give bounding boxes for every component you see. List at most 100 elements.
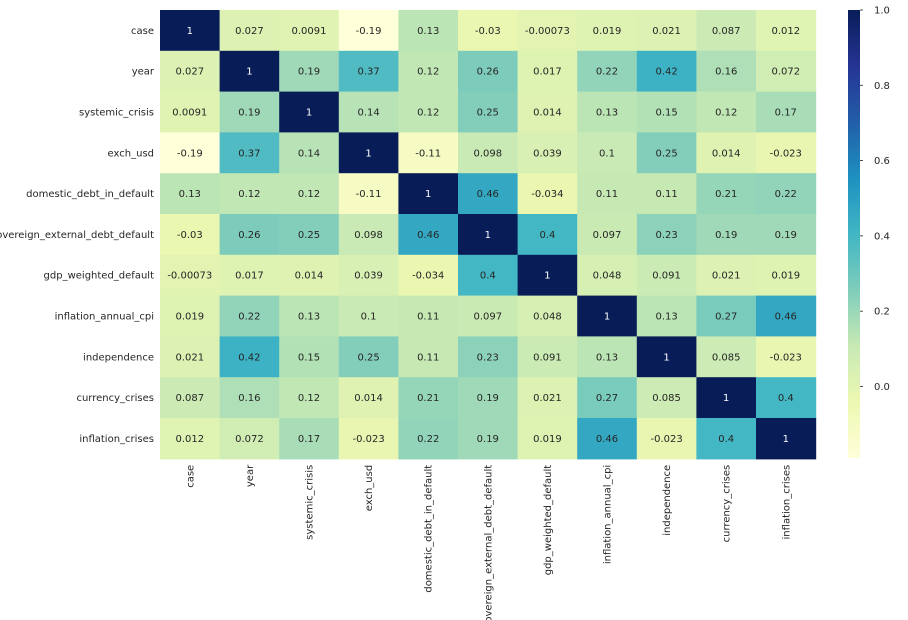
heatmap-cell-exch_usd-systemic_crisis xyxy=(279,132,340,174)
cell-value-label: -0.00073 xyxy=(167,271,212,282)
heatmap-cell-inflation_annual_cpi-case xyxy=(160,295,221,337)
cell-value-label: 0.091 xyxy=(533,352,562,363)
heatmap-cell-inflation_annual_cpi-independence xyxy=(636,295,697,337)
cell-value-label: 0.021 xyxy=(652,26,681,37)
cell-value-label: 0.12 xyxy=(298,189,320,200)
cell-value-label: 0.11 xyxy=(596,189,618,200)
cell-value-label: 0.4 xyxy=(718,434,734,445)
cell-value-label: 0.23 xyxy=(655,230,677,241)
heatmap-cell-gdp_weighted_default-gdp_weighted_default xyxy=(517,254,578,297)
cell-value-label: 0.017 xyxy=(533,67,562,78)
heatmap-cell-inflation_annual_cpi-currency_crises xyxy=(696,295,757,337)
heatmap-cell-gdp_weighted_default-currency_crises xyxy=(696,254,757,297)
heatmap-cell-independence-inflation_annual_cpi xyxy=(577,336,638,378)
heatmap-cell-exch_usd-currency_crises xyxy=(696,132,757,174)
cell-value-label: 0.048 xyxy=(593,271,622,282)
cell-value-label: 0.072 xyxy=(771,67,800,78)
cell-value-label: 0.13 xyxy=(655,312,677,323)
heatmap-cell-currency_crises-case xyxy=(160,377,221,419)
x-tick-independence: independence xyxy=(662,465,673,536)
heatmap-cell-case-inflation_crises xyxy=(756,10,817,52)
cell-value-label: 0.22 xyxy=(417,434,439,445)
cell-value-label: 0.19 xyxy=(477,434,499,445)
heatmap-cell-domestic_debt_in_default-sovereign_external_debt_default xyxy=(458,173,519,215)
cell-value-label: 0.37 xyxy=(357,67,379,78)
cell-value-label: 0.021 xyxy=(533,393,562,404)
heatmap-cell-inflation_annual_cpi-sovereign_external_debt_default xyxy=(458,295,519,337)
heatmap-cell-gdp_weighted_default-independence xyxy=(636,254,697,297)
x-tick-currency_crises: currency_crises xyxy=(722,465,733,543)
cell-value-label: 0.012 xyxy=(175,434,204,445)
y-tick-labels: case year systemic_crisis exch_usd domestic_… xyxy=(0,26,155,445)
heatmap-cell-systemic_crisis-exch_usd xyxy=(338,91,399,133)
cell-value-label: 0.014 xyxy=(712,148,741,159)
colorbar: 0.0 0.2 0.4 0.6 0.8 1.0 xyxy=(848,6,890,458)
cell-value-label: 0.11 xyxy=(417,352,439,363)
heatmap-cell-systemic_crisis-sovereign_external_debt_default xyxy=(458,91,519,133)
heatmap-cell-domestic_debt_in_default-inflation_annual_cpi xyxy=(577,173,638,215)
cell-value-label: -0.023 xyxy=(770,352,802,363)
heatmap-cell-year-systemic_crisis xyxy=(279,50,340,93)
heatmap-cell-exch_usd-inflation_crises xyxy=(756,132,817,174)
cell-value-label: 0.12 xyxy=(715,108,737,119)
heatmap-cell-year-exch_usd xyxy=(338,50,399,93)
cell-value-label: 0.19 xyxy=(715,230,737,241)
cell-value-label: 0.26 xyxy=(477,67,499,78)
heatmap-cell-inflation_crises-independence xyxy=(636,418,697,460)
cell-value-label: 0.12 xyxy=(417,108,439,119)
cell-value-label: -0.023 xyxy=(770,148,802,159)
y-tick-inflation_annual_cpi: inflation_annual_cpi xyxy=(55,312,154,323)
cell-value-label: 0.26 xyxy=(238,230,260,241)
heatmap-cell-independence-systemic_crisis xyxy=(279,336,340,378)
x-tick-sovereign_external_debt_default: sovereign_external_debt_default xyxy=(483,465,494,620)
cell-value-label: 0.11 xyxy=(655,189,677,200)
heatmap-cell-inflation_crises-inflation_crises xyxy=(756,418,817,460)
cell-value-label: 0.25 xyxy=(298,230,320,241)
heatmap-cell-sovereign_external_debt_default-year xyxy=(219,214,280,256)
cell-value-label: 0.097 xyxy=(593,230,622,241)
y-tick-gdp_weighted_default: gdp_weighted_default xyxy=(44,271,155,282)
cell-value-label: 1 xyxy=(544,271,550,282)
heatmap-cell-exch_usd-sovereign_external_debt_default xyxy=(458,132,519,174)
x-tick-year: year xyxy=(245,464,256,487)
heatmap-cell-independence-case xyxy=(160,336,221,378)
heatmap-cell-sovereign_external_debt_default-currency_crises xyxy=(696,214,757,256)
heatmap-cell-year-gdp_weighted_default xyxy=(517,50,578,93)
cell-value-label: 0.12 xyxy=(298,393,320,404)
cell-value-label: -0.00073 xyxy=(525,26,570,37)
cell-value-label: 0.1 xyxy=(599,148,615,159)
cell-value-label: -0.03 xyxy=(475,26,501,37)
cell-value-label: 0.027 xyxy=(235,26,264,37)
cell-value-label: 0.021 xyxy=(712,271,741,282)
heatmap-cell-domestic_debt_in_default-year xyxy=(219,173,280,215)
heatmap-cell-gdp_weighted_default-inflation_annual_cpi xyxy=(577,254,638,297)
cell-value-label: 0.087 xyxy=(712,26,741,37)
cell-value-label: 0.098 xyxy=(354,230,383,241)
cell-value-label: 0.13 xyxy=(596,352,618,363)
heatmap-cell-sovereign_external_debt_default-independence xyxy=(636,214,697,256)
cell-value-label: 0.027 xyxy=(175,67,204,78)
heatmap-cell-gdp_weighted_default-sovereign_external_debt_default xyxy=(458,254,519,297)
cell-value-label: 0.19 xyxy=(238,108,260,119)
heatmap-cell-sovereign_external_debt_default-inflation_crises xyxy=(756,214,817,256)
heatmap-cell-independence-domestic_debt_in_default xyxy=(398,336,459,378)
heatmap-cell-inflation_annual_cpi-domestic_debt_in_default xyxy=(398,295,459,337)
heatmap-cell-inflation_crises-currency_crises xyxy=(696,418,757,460)
cell-value-label: 1 xyxy=(246,67,252,78)
heatmap-cell-currency_crises-currency_crises xyxy=(696,377,757,419)
cell-value-label: 0.46 xyxy=(596,434,618,445)
heatmap-cell-exch_usd-year xyxy=(219,132,280,174)
y-tick-currency_crises: currency_crises xyxy=(76,393,154,404)
y-tick-systemic_crisis: systemic_crisis xyxy=(79,108,154,119)
heatmap-cell-independence-inflation_crises xyxy=(756,336,817,378)
cell-value-label: 0.25 xyxy=(477,108,499,119)
heatmap-cell-currency_crises-independence xyxy=(636,377,697,419)
heatmap-cell-gdp_weighted_default-systemic_crisis xyxy=(279,254,340,297)
cell-value-label: 0.014 xyxy=(354,393,383,404)
cell-value-label: 0.25 xyxy=(655,148,677,159)
cell-value-label: 0.37 xyxy=(238,148,260,159)
heatmap-cell-inflation_annual_cpi-year xyxy=(219,295,280,337)
cell-value-label: 1 xyxy=(425,189,431,200)
heatmap-cell-inflation_crises-inflation_annual_cpi xyxy=(577,418,638,460)
cell-value-label: 0.42 xyxy=(238,352,260,363)
